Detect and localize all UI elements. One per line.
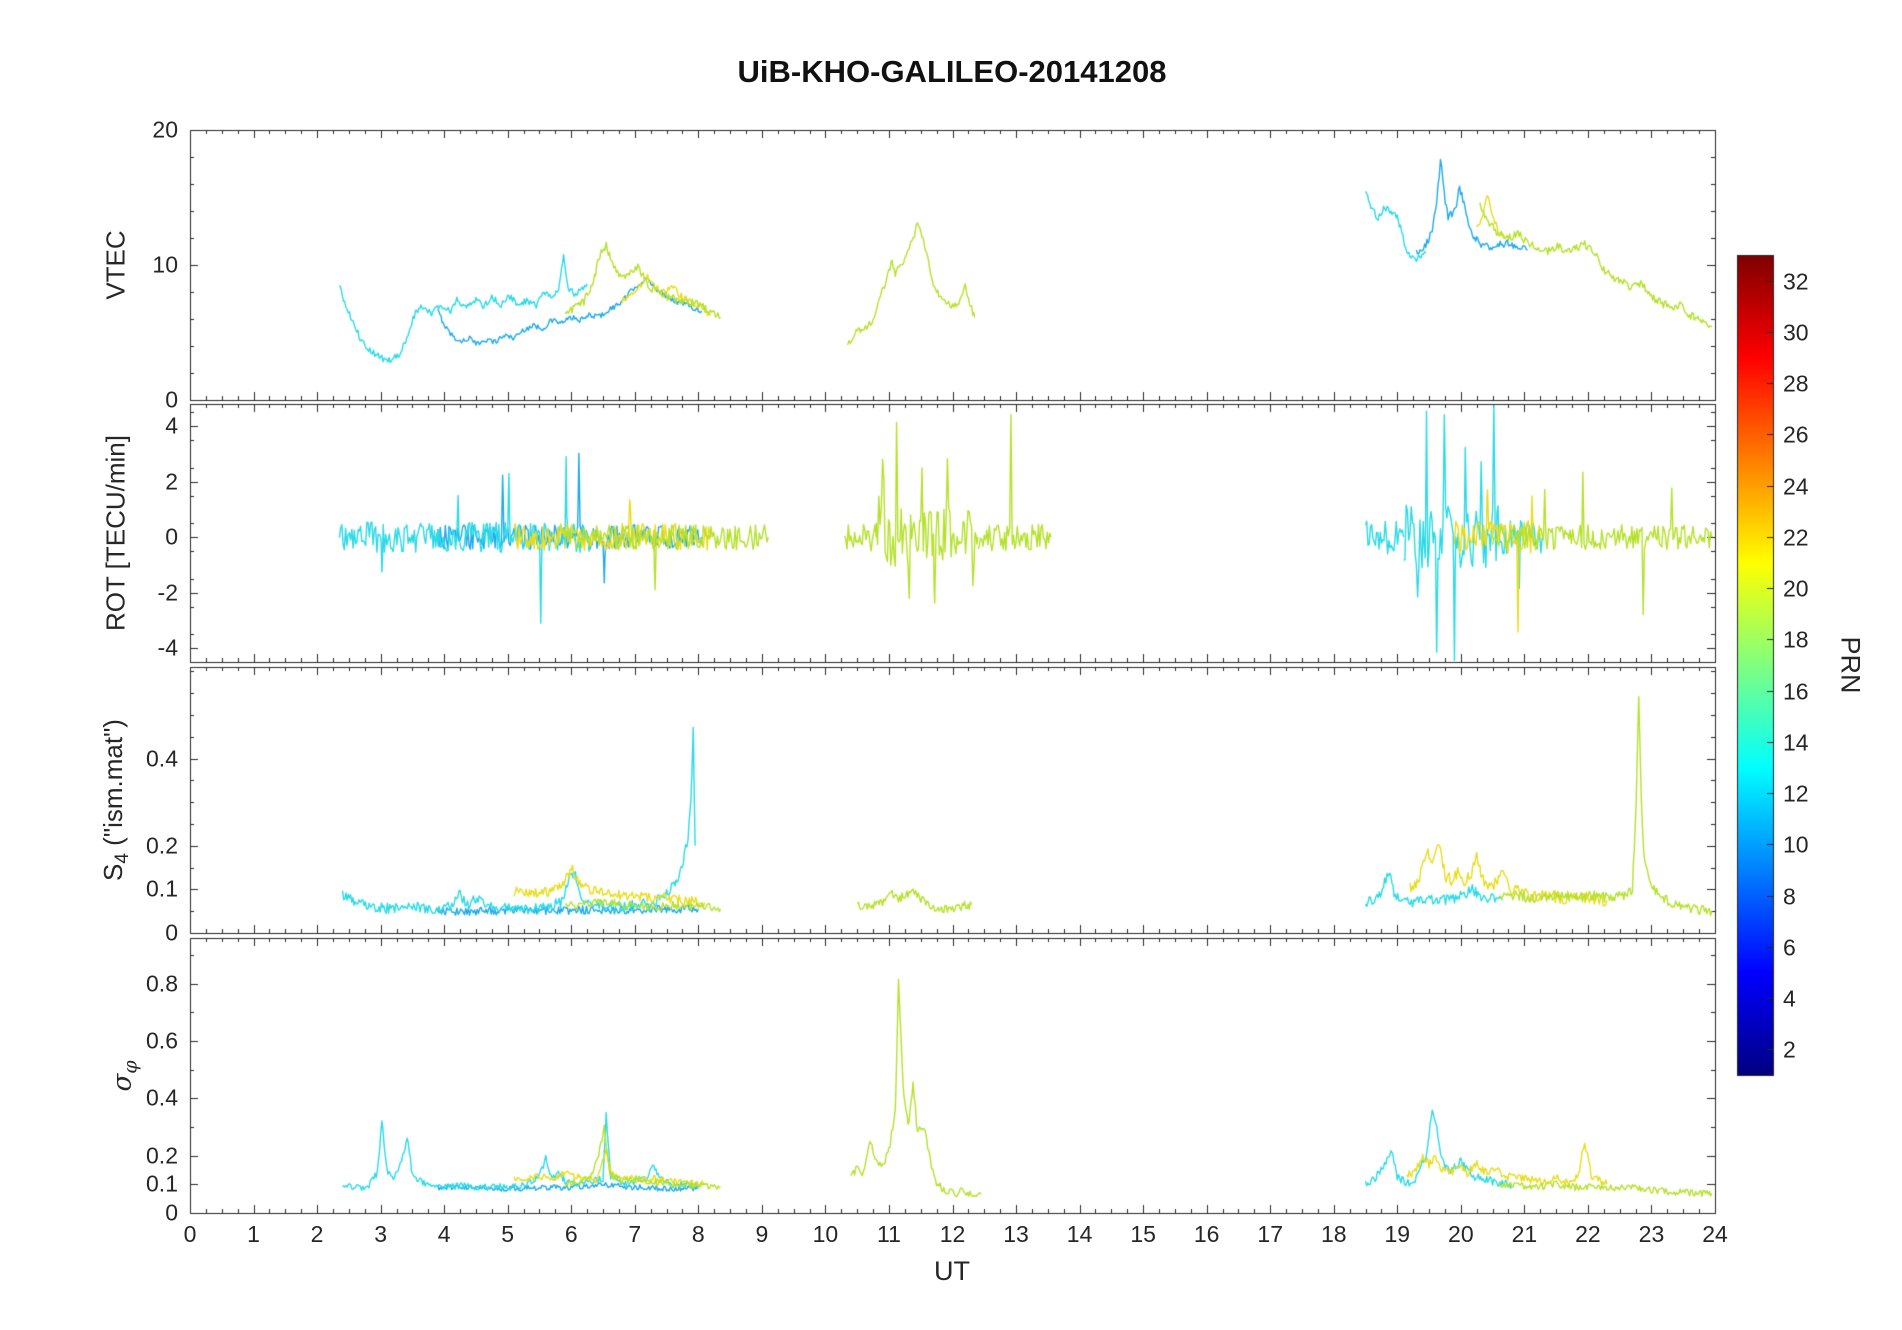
y-axis-label-sigma-phi: σφ (107, 1060, 142, 1092)
x-axis-label: UT (934, 1256, 970, 1286)
y-axis-label-vtec: VTEC (100, 230, 131, 300)
chart-title: UiB-KHO-GALILEO-20141208 (737, 54, 1167, 89)
y-axis-label-rot: ROT [TECU/min] (100, 435, 131, 631)
y-axis-label-s4: S4 ("ism.mat") (97, 719, 134, 881)
colorbar-label: PRN (1835, 636, 1866, 694)
